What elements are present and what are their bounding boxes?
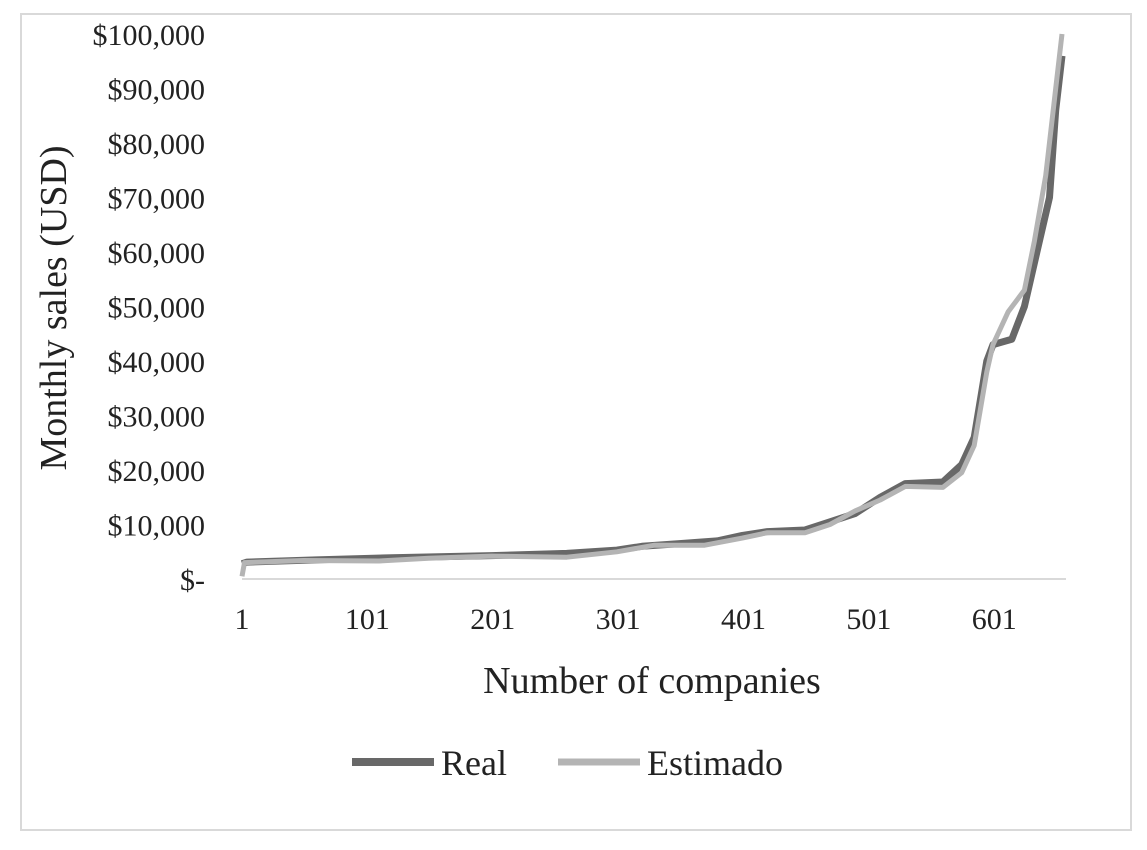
x-axis-tick-labels: 1 101 201 301 401 501 601 <box>235 603 1017 636</box>
y-axis-tick-labels: $- $10,000 $20,000 $30,000 $40,000 $50,000 $60… <box>93 19 206 597</box>
y-tick-label: $70,000 <box>108 183 206 216</box>
x-tick-label: 301 <box>596 603 641 636</box>
legend-label-estimado: Estimado <box>647 743 783 783</box>
y-tick-label: $90,000 <box>108 74 206 107</box>
x-tick-label: 401 <box>721 603 766 636</box>
y-tick-label: $- <box>180 564 205 597</box>
y-tick-label: $30,000 <box>108 401 206 434</box>
y-tick-label: $40,000 <box>108 346 206 379</box>
legend: Real Estimado <box>352 743 783 783</box>
x-axis-title: Number of companies <box>483 660 821 702</box>
y-tick-label: $50,000 <box>108 292 206 325</box>
x-tick-label: 1 <box>235 603 250 636</box>
legend-label-real: Real <box>441 743 507 783</box>
y-axis-title: Monthly sales (USD) <box>33 145 75 470</box>
series-line-estimado <box>239 33 1065 577</box>
x-tick-label: 101 <box>345 603 390 636</box>
y-tick-label: $60,000 <box>108 237 206 270</box>
x-tick-label: 601 <box>972 603 1017 636</box>
y-tick-label: $20,000 <box>108 455 206 488</box>
y-tick-label: $100,000 <box>93 19 206 52</box>
x-tick-label: 501 <box>846 603 891 636</box>
series-lines <box>239 33 1066 577</box>
y-tick-label: $10,000 <box>108 510 206 543</box>
chart-frame <box>20 13 1132 831</box>
y-tick-label: $80,000 <box>108 128 206 161</box>
x-tick-label: 201 <box>470 603 515 636</box>
